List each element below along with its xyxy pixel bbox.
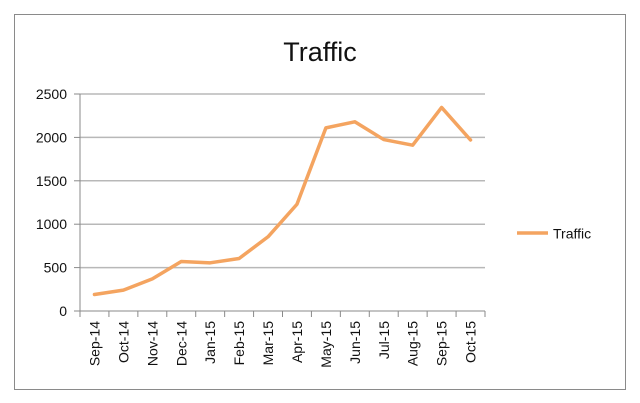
data-point <box>93 293 96 296</box>
series-line-traffic <box>92 105 473 297</box>
data-point <box>440 106 443 109</box>
data-point <box>151 277 154 281</box>
data-point <box>382 138 385 141</box>
x-tick-label: Jul-15 <box>376 321 392 359</box>
y-tick-label: 2000 <box>36 129 67 145</box>
gridlines <box>80 93 485 269</box>
x-tick-label: Jan-15 <box>202 321 218 364</box>
data-point <box>469 138 472 142</box>
series-group <box>92 105 473 297</box>
x-tick-label: Nov-14 <box>144 321 160 366</box>
data-point <box>180 260 183 263</box>
y-tick-label: 0 <box>59 303 67 319</box>
chart-title: Traffic <box>283 37 357 67</box>
y-tick-label: 1000 <box>36 216 67 232</box>
y-tick-label: 1500 <box>36 173 67 189</box>
x-tick-label: Oct-15 <box>463 321 479 363</box>
data-point <box>324 126 328 130</box>
x-tick-label: Jun-15 <box>347 321 363 364</box>
data-point <box>208 261 212 265</box>
data-point <box>353 120 357 123</box>
x-tick-label: May-15 <box>318 321 334 368</box>
x-tick-label: Apr-15 <box>289 321 305 363</box>
data-point <box>122 288 125 292</box>
x-axis: Sep-14 Oct-14 Nov-14 Dec-14 Jan-15 Feb-15 Mar-… <box>79 310 486 368</box>
x-tick-label: Sep-15 <box>434 321 450 366</box>
data-point <box>237 257 241 260</box>
data-point <box>295 203 299 206</box>
y-axis: 0 500 1000 1500 2000 2500 <box>36 86 81 319</box>
data-point <box>266 235 270 238</box>
y-tick-label: 2500 <box>36 86 67 102</box>
x-tick-label: Feb-15 <box>231 321 247 366</box>
x-tick-label: Oct-14 <box>115 321 131 363</box>
x-tick-label: Dec-14 <box>173 321 189 366</box>
legend: Traffic <box>517 226 591 242</box>
chart-frame <box>14 14 626 390</box>
x-tick-label: Mar-15 <box>260 321 276 366</box>
data-point <box>411 144 414 147</box>
x-tick-label: Sep-14 <box>86 321 102 366</box>
y-tick-label: 500 <box>44 260 68 276</box>
legend-label-traffic: Traffic <box>553 226 591 242</box>
x-tick-label: Aug-15 <box>405 321 421 366</box>
